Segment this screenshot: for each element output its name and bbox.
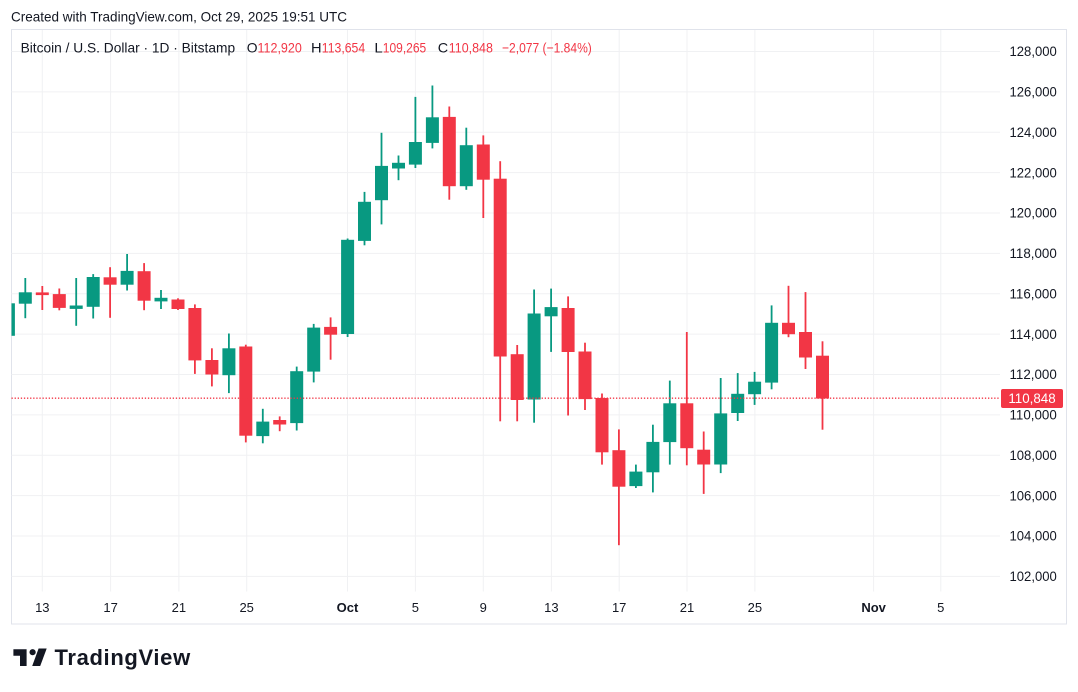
svg-text:113,654: 113,654 [322, 39, 366, 55]
svg-text:120,000: 120,000 [1010, 205, 1057, 221]
svg-text:124,000: 124,000 [1010, 124, 1057, 140]
svg-text:110,848: 110,848 [449, 39, 493, 55]
svg-text:5: 5 [937, 600, 944, 615]
svg-text:L: L [374, 39, 383, 55]
svg-text:21: 21 [172, 600, 186, 615]
svg-text:17: 17 [612, 600, 626, 615]
svg-text:13: 13 [35, 600, 49, 615]
svg-text:Nov: Nov [861, 600, 886, 615]
svg-text:C: C [438, 39, 448, 55]
svg-text:25: 25 [239, 600, 253, 615]
svg-text:17: 17 [103, 600, 117, 615]
svg-text:112,920: 112,920 [258, 39, 302, 55]
svg-text:13: 13 [544, 600, 558, 615]
svg-text:21: 21 [680, 600, 694, 615]
svg-text:122,000: 122,000 [1010, 164, 1057, 180]
svg-text:Oct: Oct [337, 600, 359, 615]
svg-text:TradingView: TradingView [55, 645, 192, 670]
svg-text:104,000: 104,000 [1010, 528, 1057, 544]
svg-text:116,000: 116,000 [1010, 286, 1057, 302]
svg-text:25: 25 [748, 600, 762, 615]
svg-text:102,000: 102,000 [1010, 568, 1057, 584]
svg-text:109,265: 109,265 [383, 39, 427, 55]
svg-text:114,000: 114,000 [1010, 326, 1057, 342]
svg-text:110,000: 110,000 [1010, 407, 1057, 423]
svg-text:5: 5 [412, 600, 419, 615]
svg-text:108,000: 108,000 [1010, 447, 1057, 463]
svg-text:O: O [247, 39, 258, 55]
svg-text:128,000: 128,000 [1010, 43, 1057, 59]
svg-text:Bitcoin / U.S. Dollar · 1D · B: Bitcoin / U.S. Dollar · 1D · Bitstamp [21, 39, 236, 55]
svg-text:9: 9 [480, 600, 487, 615]
svg-text:106,000: 106,000 [1010, 487, 1057, 503]
svg-text:118,000: 118,000 [1010, 245, 1057, 261]
svg-text:−2,077 (−1.84%): −2,077 (−1.84%) [502, 39, 592, 55]
svg-text:110,848: 110,848 [1008, 390, 1055, 406]
svg-text:126,000: 126,000 [1010, 84, 1057, 100]
svg-text:H: H [311, 39, 322, 55]
svg-text:112,000: 112,000 [1010, 366, 1057, 382]
svg-text:Created with TradingView.com,: Created with TradingView.com, Oct 29, 20… [11, 8, 347, 24]
